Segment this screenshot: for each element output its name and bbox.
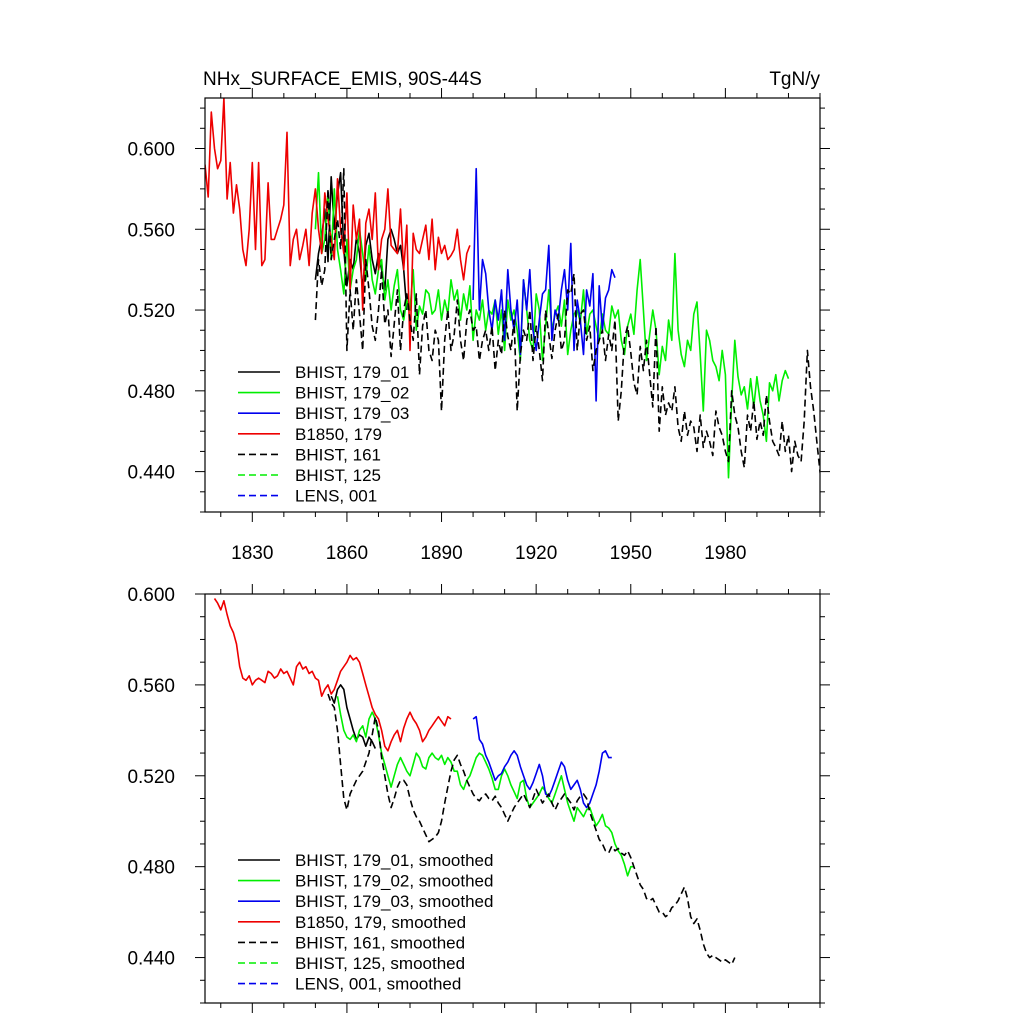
legend-label: B1850, 179 bbox=[295, 425, 382, 444]
legend-label: BHIST, 179_01 bbox=[295, 363, 409, 382]
legend-label: BHIST, 161, smoothed bbox=[295, 933, 465, 952]
series-lines bbox=[205, 98, 820, 479]
y-tick-label: 0.480 bbox=[127, 858, 175, 879]
legend-label: BHIST, 179_02, smoothed bbox=[295, 872, 493, 891]
legend-label: BHIST, 179_02 bbox=[295, 384, 409, 403]
y-tick-label: 0.600 bbox=[127, 585, 175, 606]
x-tick-label: 1920 bbox=[515, 543, 557, 564]
y-tick-label: 0.440 bbox=[127, 949, 175, 970]
legend: BHIST, 179_01, smoothed BHIST, 179_02, sm… bbox=[238, 851, 493, 994]
series-line-1 bbox=[336, 696, 634, 877]
x-tick-label: 1860 bbox=[326, 543, 368, 564]
legend-label: LENS, 001, smoothed bbox=[295, 975, 461, 994]
top-panel: 0.440 0.480 0.520 0.560 0.600 1830 1860 1890 192… bbox=[127, 88, 830, 564]
chart-units: TgN/y bbox=[769, 69, 820, 90]
series-line-4 bbox=[314, 167, 820, 477]
bottom-panel: 0.440 0.480 0.520 0.560 0.600 BHIST, 179_01, … bbox=[127, 584, 830, 1013]
y-tick-label: 0.520 bbox=[127, 301, 175, 322]
series-line-3 bbox=[213, 598, 452, 752]
series-line-4 bbox=[327, 693, 736, 966]
series-lines bbox=[213, 598, 736, 966]
series-line-0 bbox=[330, 684, 377, 749]
legend-label: LENS, 001 bbox=[295, 487, 377, 506]
legend-label: BHIST, 179_01, smoothed bbox=[295, 851, 493, 870]
series-line-3 bbox=[205, 98, 471, 352]
series-line-2 bbox=[472, 167, 616, 402]
series-line-2 bbox=[472, 715, 612, 809]
y-tick-label: 0.600 bbox=[127, 139, 175, 160]
y-tick-label: 0.520 bbox=[127, 767, 175, 788]
legend-label: BHIST, 179_03 bbox=[295, 404, 409, 423]
x-tick-label: 1890 bbox=[420, 543, 462, 564]
y-tick-label: 0.560 bbox=[127, 220, 175, 241]
x-tick-label: 1950 bbox=[610, 543, 652, 564]
x-tick-label: 1980 bbox=[704, 543, 746, 564]
legend-label: BHIST, 125, smoothed bbox=[295, 954, 465, 973]
plot-frame bbox=[204, 97, 821, 513]
legend-label: B1850, 179, smoothed bbox=[295, 913, 466, 932]
y-tick-label: 0.560 bbox=[127, 676, 175, 697]
chart-title: NHx_SURFACE_EMIS, 90S-44S bbox=[203, 69, 482, 90]
y-tick-label: 0.480 bbox=[127, 382, 175, 403]
legend-label: BHIST, 161 bbox=[295, 445, 381, 464]
y-tick-label: 0.440 bbox=[127, 463, 175, 484]
legend-label: BHIST, 179_03, smoothed bbox=[295, 892, 493, 911]
legend-label: BHIST, 125 bbox=[295, 466, 381, 485]
x-tick-label: 1830 bbox=[231, 543, 273, 564]
